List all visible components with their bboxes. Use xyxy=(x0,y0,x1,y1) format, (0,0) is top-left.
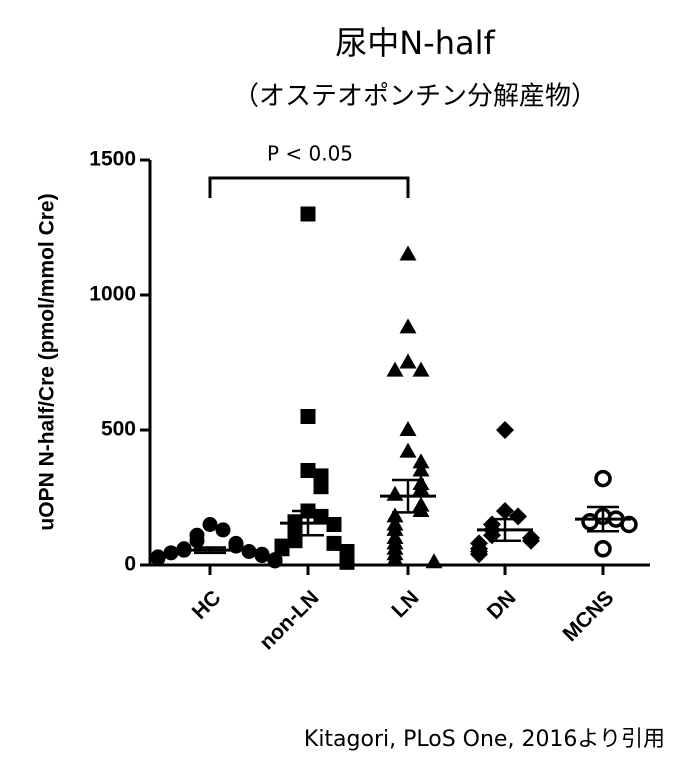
x-tick-label: MCNS xyxy=(558,586,618,646)
y-tick-label: 500 xyxy=(101,418,136,441)
y-tick-label: 1500 xyxy=(89,148,136,171)
point xyxy=(399,353,417,369)
point xyxy=(399,442,417,458)
point xyxy=(470,545,488,564)
point xyxy=(150,550,166,566)
point xyxy=(300,206,316,222)
point xyxy=(425,553,443,569)
annotation: P < 0.05 xyxy=(267,142,353,166)
point xyxy=(386,520,404,536)
significance-bracket xyxy=(208,176,410,198)
point xyxy=(386,507,404,523)
point xyxy=(202,517,218,532)
point xyxy=(313,508,329,524)
point xyxy=(496,502,514,520)
point xyxy=(215,522,231,538)
x-tick-label: HC xyxy=(188,586,226,624)
point xyxy=(412,461,430,477)
point xyxy=(594,540,612,558)
y-tick-label: 1000 xyxy=(89,283,136,306)
chart-subtitle: （オステオポンチン分解産物） xyxy=(233,82,597,112)
point xyxy=(399,318,417,334)
y-axis-label: uOPN N-half/Cre (pmol/mmol Cre) xyxy=(36,193,59,530)
point xyxy=(522,531,540,550)
point xyxy=(399,245,417,261)
x-tick-label: non-LN xyxy=(255,586,323,654)
point xyxy=(412,480,430,496)
point xyxy=(386,361,404,377)
point xyxy=(274,541,290,557)
point xyxy=(189,533,205,549)
source: Kitagori, PLoS One, 2016より引用 xyxy=(304,727,665,752)
point xyxy=(313,479,329,495)
point xyxy=(254,548,270,564)
point xyxy=(386,485,404,501)
point xyxy=(300,409,316,424)
point xyxy=(594,469,612,488)
x-tick-label: DN xyxy=(483,586,521,624)
point xyxy=(620,515,638,534)
point xyxy=(581,513,599,531)
point xyxy=(326,535,342,551)
point xyxy=(163,545,179,561)
x-tick-label: LN xyxy=(387,586,423,622)
point xyxy=(412,361,430,377)
point xyxy=(300,463,316,478)
point xyxy=(339,554,355,570)
point xyxy=(412,453,430,469)
point xyxy=(399,421,417,436)
point xyxy=(287,533,303,549)
y-tick-label: 0 xyxy=(124,553,136,576)
point xyxy=(386,550,404,566)
point xyxy=(496,421,514,439)
chart-title: 尿中N-half xyxy=(335,24,495,62)
point xyxy=(509,507,527,526)
point xyxy=(241,544,257,559)
point xyxy=(267,553,283,569)
